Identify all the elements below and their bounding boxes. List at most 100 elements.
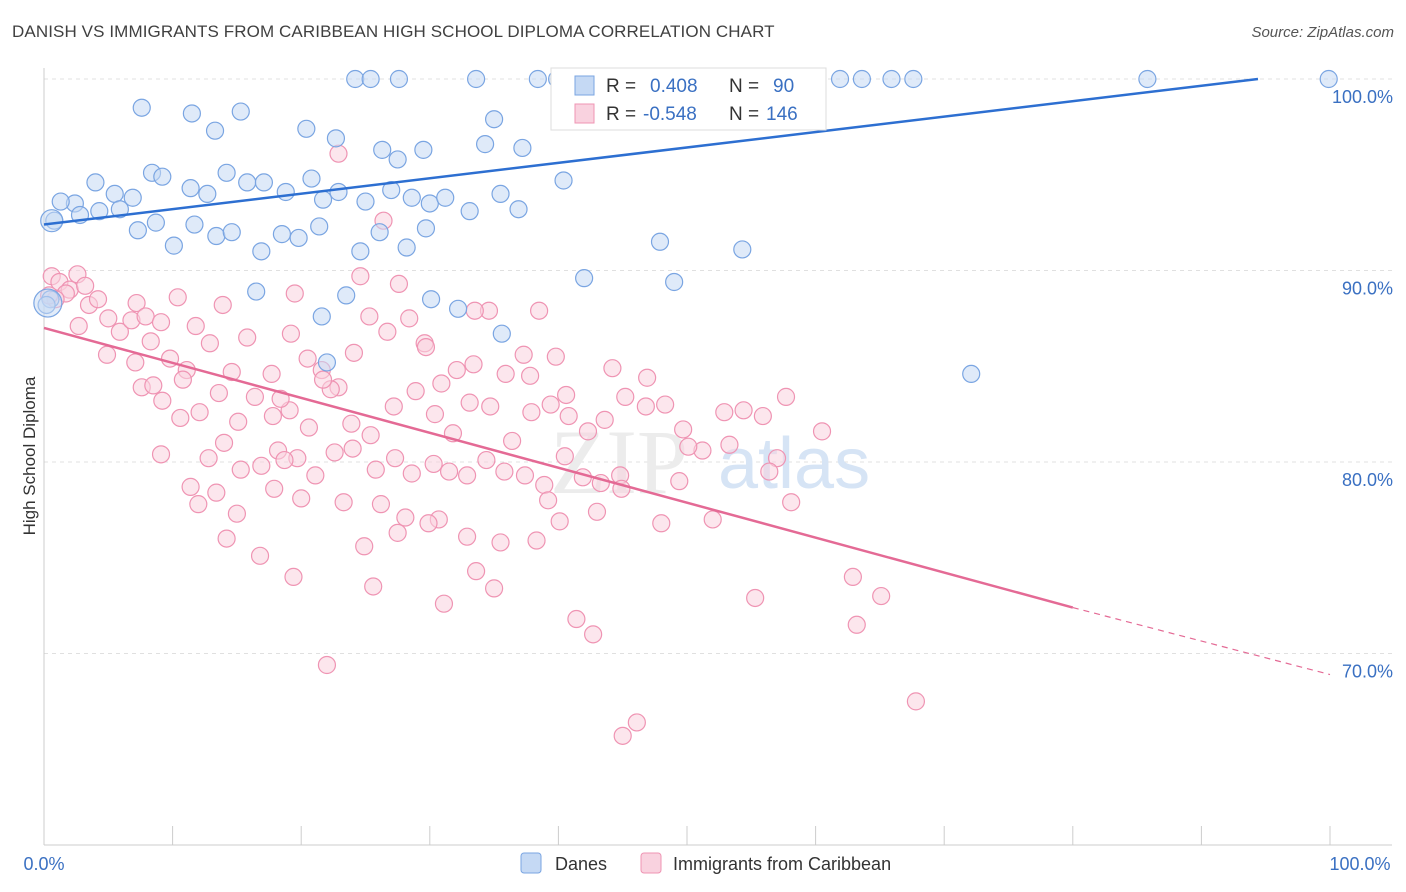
data-point	[227, 504, 246, 523]
data-point	[882, 69, 901, 89]
data-point	[355, 537, 374, 556]
data-point	[595, 410, 614, 429]
danes-r-value: 0.408	[650, 76, 698, 97]
data-point	[656, 395, 675, 414]
data-point	[434, 594, 454, 613]
data-point	[361, 426, 380, 445]
data-point	[906, 692, 926, 711]
data-point	[527, 531, 546, 550]
caribbean-r-label: R =	[606, 104, 636, 125]
data-point	[466, 69, 486, 89]
caribbean-regression-extension	[1072, 606, 1331, 676]
data-point	[627, 713, 646, 732]
data-point	[466, 562, 486, 581]
data-point	[460, 202, 479, 221]
data-point	[385, 449, 405, 468]
data-point	[86, 173, 105, 192]
bottom-legend: Danes Immigrants from Caribbean	[520, 852, 891, 874]
data-point	[289, 228, 308, 248]
data-point	[436, 188, 455, 207]
y-tick-label: 70.0%	[1342, 662, 1393, 682]
data-point	[495, 462, 514, 481]
data-point	[329, 182, 348, 202]
data-point	[263, 406, 283, 426]
data-point	[326, 129, 346, 148]
data-point	[262, 364, 281, 384]
data-point	[720, 435, 739, 454]
data-point	[361, 69, 380, 89]
data-point	[132, 98, 151, 117]
data-point	[297, 119, 316, 138]
data-point	[97, 345, 117, 364]
data-point	[254, 173, 274, 192]
data-point	[252, 456, 271, 475]
data-point	[546, 347, 565, 366]
data-point	[110, 200, 129, 219]
data-point	[872, 586, 891, 606]
data-point	[389, 274, 409, 294]
data-point	[402, 188, 421, 207]
data-point	[185, 215, 204, 234]
data-point	[222, 223, 241, 242]
data-point	[181, 179, 200, 198]
data-point	[284, 567, 303, 587]
data-point	[373, 140, 392, 159]
legend-danes-swatch	[520, 852, 542, 874]
data-point	[425, 405, 445, 424]
data-point	[136, 307, 155, 326]
data-point	[299, 418, 319, 437]
caribbean-swatch	[574, 103, 595, 124]
data-point	[567, 609, 586, 629]
data-point	[276, 182, 295, 202]
data-point	[703, 510, 722, 529]
data-point	[573, 468, 592, 487]
data-point	[229, 412, 248, 431]
data-point	[457, 527, 477, 546]
data-point	[400, 309, 419, 328]
data-point	[414, 140, 433, 159]
data-point	[371, 495, 391, 514]
data-point	[325, 443, 344, 462]
data-point	[144, 376, 163, 395]
y-tick-label: 100.0%	[1332, 87, 1393, 107]
data-point	[317, 655, 337, 675]
data-point	[238, 173, 257, 192]
data-point	[217, 163, 236, 182]
data-point	[503, 431, 522, 451]
data-point	[830, 69, 850, 89]
data-point	[181, 477, 200, 496]
x-tick-labels: 0.0% 100.0%	[23, 854, 1390, 874]
data-point	[164, 236, 183, 255]
data-point	[199, 449, 218, 468]
data-point	[151, 313, 171, 332]
data-point	[847, 615, 866, 634]
data-point	[636, 397, 655, 416]
chart-title: DANISH VS IMMIGRANTS FROM CARIBBEAN HIGH…	[12, 22, 775, 41]
data-point	[416, 338, 436, 357]
data-point	[343, 439, 362, 458]
x-ticks	[43, 826, 1331, 845]
danes-n-label: N =	[729, 76, 759, 97]
grid-lines	[44, 78, 1392, 654]
data-point	[535, 475, 554, 495]
data-point	[465, 301, 484, 320]
data-point	[447, 360, 466, 380]
data-point	[207, 226, 226, 246]
data-point	[406, 382, 425, 401]
data-point	[281, 324, 301, 343]
data-point	[153, 391, 172, 410]
data-point	[205, 121, 225, 140]
y-tick-label: 80.0%	[1342, 470, 1393, 490]
data-point-large	[40, 209, 64, 233]
chart-source: Source: ZipAtlas.com	[1251, 24, 1394, 41]
data-point	[346, 69, 365, 89]
data-point	[105, 184, 124, 203]
data-point	[397, 238, 416, 257]
data-point	[616, 387, 635, 406]
data-point	[272, 225, 292, 244]
stats-legend-box	[550, 67, 827, 131]
data-point	[382, 180, 401, 200]
data-point	[200, 334, 219, 353]
data-point	[457, 466, 477, 485]
data-point	[812, 422, 832, 441]
